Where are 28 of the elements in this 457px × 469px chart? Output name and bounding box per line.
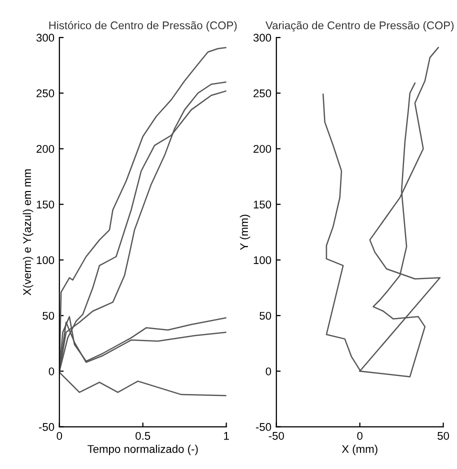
y-tick-label: 0 xyxy=(266,367,272,376)
y-tick-label: 50 xyxy=(42,312,54,320)
chart-title: Histórico de Centro de Pressão (COP) xyxy=(49,21,237,32)
x-tick-label: 0 xyxy=(56,432,62,440)
y-tick-label: 0 xyxy=(48,367,54,376)
y-tick-label: 300 xyxy=(36,34,54,42)
y-tick-label: 250 xyxy=(36,89,54,98)
x-tick-label: 0 xyxy=(357,432,362,440)
y-axis-title: X(verm) e Y(azul) em mm xyxy=(22,169,34,296)
y-tick-label: 250 xyxy=(254,89,272,98)
x-tick-label: 1 xyxy=(224,432,229,440)
y-tick-label: 200 xyxy=(36,145,54,153)
y-tick-label: 200 xyxy=(254,145,272,153)
x-axis-title: Tempo normalizado (-) xyxy=(88,444,198,456)
x-axis-title: X (mm) xyxy=(342,444,378,456)
y-tick-label: 50 xyxy=(260,312,272,320)
x-tick-label: -50 xyxy=(268,432,284,440)
y-tick-label: 150 xyxy=(254,200,272,208)
y-tick-label: 100 xyxy=(36,256,54,264)
chart-title: Variação de Centro de Pressão (COP) xyxy=(266,21,454,32)
y-tick-label: 100 xyxy=(254,256,272,264)
y-tick-label: -50 xyxy=(256,423,272,431)
y-tick-label: 300 xyxy=(253,34,272,42)
x-tick-label: 50 xyxy=(438,432,450,440)
x-tick-label: 0.5 xyxy=(136,432,150,440)
y-tick-label: 150 xyxy=(36,200,54,208)
y-tick-label: -50 xyxy=(38,423,54,431)
y-axis-title: Y (mm) xyxy=(240,214,250,250)
